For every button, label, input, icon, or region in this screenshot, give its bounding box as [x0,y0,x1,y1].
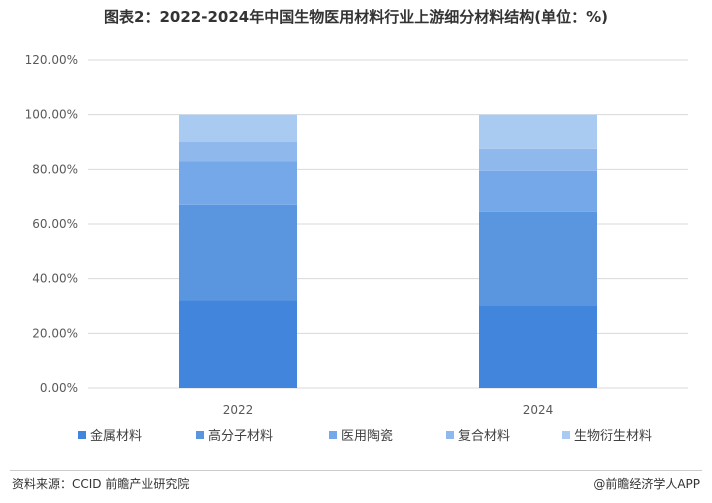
y-tick-label: 120.00% [25,53,78,67]
legend-swatch [562,431,570,439]
legend-swatch [196,431,204,439]
x-tick-label: 2024 [523,403,554,417]
legend-label: 生物衍生材料 [574,429,652,444]
source-note: 资料来源：CCID 前瞻产业研究院 [12,477,190,491]
legend-label: 高分子材料 [208,428,273,444]
legend-swatch [446,431,454,439]
bar-segment [179,114,297,142]
legend-label: 复合材料 [458,429,510,444]
bar-segment [179,161,297,205]
y-tick-label: 0.00% [40,381,78,395]
y-tick-label: 40.00% [32,272,78,286]
legend-swatch [329,431,337,439]
bar-segment [479,170,597,212]
bar-segment [179,204,297,301]
bar-segment [479,114,597,149]
bar-segment [479,306,597,388]
y-tick-label: 80.00% [32,162,78,176]
legend-swatch [78,431,86,439]
chart-title: 图表2：2022-2024年中国生物医用材料行业上游细分材料结构(单位：%) [104,8,608,26]
bar-segment [479,211,597,306]
y-tick-label: 20.00% [32,326,78,340]
bar-segment [479,148,597,171]
footer-divider [10,470,702,471]
x-tick-label: 2022 [223,403,254,417]
bar-segment [179,300,297,388]
brand-note: @前瞻经济学人APP [593,477,700,491]
y-tick-label: 60.00% [32,217,78,231]
bar-segment [179,142,297,162]
y-tick-label: 100.00% [25,108,78,122]
legend-label: 金属材料 [90,428,142,444]
legend-label: 医用陶瓷 [341,428,393,444]
